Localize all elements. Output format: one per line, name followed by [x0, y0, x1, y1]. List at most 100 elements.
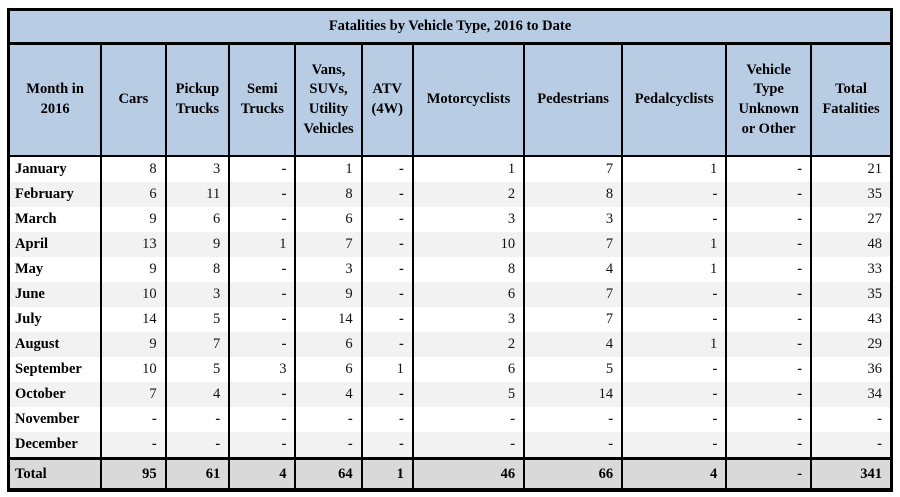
value-cell: -: [228, 307, 296, 332]
total-label-cell: Total: [8, 457, 102, 490]
value-cell: 6: [100, 182, 166, 207]
value-cell: -: [228, 207, 296, 232]
value-cell: -: [360, 156, 413, 182]
value-cell: -: [360, 257, 413, 282]
value-cell: -: [360, 232, 413, 257]
value-cell: 7: [294, 232, 362, 257]
value-cell: -: [725, 307, 812, 332]
value-cell: 4: [523, 257, 623, 282]
month-cell: April: [8, 232, 102, 257]
value-cell: -: [228, 407, 296, 432]
value-cell: -: [228, 257, 296, 282]
month-cell: November: [15, 411, 80, 427]
value-cell: 6: [294, 357, 362, 382]
value-cell: -: [411, 432, 525, 459]
value-cell: 21: [810, 156, 892, 182]
value-cell: -: [164, 432, 230, 459]
value-cell: -: [228, 382, 296, 407]
table-row: December - - - - - - - - - -: [8, 432, 892, 459]
value-cell: 3: [523, 207, 623, 232]
value-cell: -: [228, 182, 296, 207]
value-cell: 4: [294, 382, 362, 407]
col-header-cars: Cars: [100, 43, 166, 157]
table-row: April 13 9 1 7-10 7 1-48: [8, 232, 892, 257]
value-cell: 14: [523, 382, 623, 407]
value-cell: -: [360, 307, 413, 332]
value-cell: 1: [621, 232, 727, 257]
value-cell: 10: [100, 282, 166, 307]
value-cell: 8: [294, 182, 362, 207]
fatalities-table: Fatalities by Vehicle Type, 2016 to Date…: [7, 8, 893, 492]
col-header-pedestrians: Pedestrians: [523, 43, 623, 157]
table-row: August 9 7-6-2 4 1-29: [8, 332, 892, 357]
table-body: January 8 3-1-1 7 1-21 February 6 11-8-2 8- -35 Ma…: [8, 156, 892, 459]
value-cell: 7: [164, 332, 230, 357]
value-cell: -: [411, 407, 525, 432]
value-cell: 48: [810, 232, 892, 257]
value-cell: -: [523, 407, 623, 432]
value-cell: -: [360, 207, 413, 232]
value-cell: -: [621, 382, 727, 407]
col-header-atv: ATV (4W): [360, 43, 413, 157]
table-header-row: Month in 2016 Cars Pickup Trucks Semi Tr…: [8, 43, 892, 157]
table-row: October 7 4-4-5 14- -34: [8, 382, 892, 407]
month-cell: July: [15, 311, 42, 327]
value-cell: -: [621, 432, 727, 459]
table-row: July 14 5-14-3 7- -43: [9, 307, 892, 332]
value-cell: -: [725, 382, 812, 407]
value-cell: 11: [164, 182, 230, 207]
value-cell: -: [621, 182, 727, 207]
value-cell: -: [294, 407, 362, 432]
month-cell: February: [8, 182, 102, 207]
value-cell: -: [725, 332, 812, 357]
table-row: June 10 3-9-6 7- -35: [8, 282, 892, 307]
value-cell: -: [725, 156, 812, 182]
month-cell: October: [8, 382, 102, 407]
col-header-pickup-trucks: Pickup Trucks: [164, 43, 230, 157]
value-cell: 14: [294, 307, 362, 332]
value-cell: 1: [411, 156, 525, 182]
col-header-pedalcyclists: Pedalcyclists: [621, 43, 727, 157]
value-cell: 1: [294, 156, 362, 182]
value-cell: 8: [411, 257, 525, 282]
month-cell: August: [8, 332, 102, 357]
month-cell: March: [15, 211, 57, 227]
value-cell: 29: [810, 332, 892, 357]
value-cell: -: [725, 257, 812, 282]
col-header-month: Month in 2016: [8, 43, 102, 157]
table-row: September 10 5 3 6 1 6 5- -36: [9, 357, 892, 382]
value-cell: -: [294, 432, 362, 459]
table-row: January 8 3-1-1 7 1-21: [9, 156, 892, 182]
value-cell: -: [725, 282, 812, 307]
value-cell: 35: [810, 282, 892, 307]
table-row: February 6 11-8-2 8- -35: [8, 182, 892, 207]
value-cell: -: [360, 282, 413, 307]
value-cell: 36: [810, 357, 892, 382]
value-cell: 8: [164, 257, 230, 282]
value-cell: 6: [164, 207, 230, 232]
col-header-unknown-other: Vehicle Type Unknown or Other: [725, 43, 812, 157]
value-cell: 4: [164, 382, 230, 407]
value-cell: 5: [164, 357, 230, 382]
value-cell: 7: [523, 156, 623, 182]
value-cell: 7: [100, 382, 166, 407]
value-cell: 35: [810, 182, 892, 207]
value-cell: 1: [228, 232, 296, 257]
value-cell: -: [725, 207, 812, 232]
month-cell: May: [15, 261, 44, 277]
value-cell: -: [725, 407, 812, 432]
value-cell: 33: [810, 257, 892, 282]
total-value-cell: 4: [621, 457, 727, 490]
value-cell: -: [228, 156, 296, 182]
col-header-semi-trucks: Semi Trucks: [228, 43, 296, 157]
value-cell: 34: [810, 382, 892, 407]
value-cell: 7: [523, 307, 623, 332]
value-cell: -: [725, 432, 812, 459]
value-cell: 1: [621, 156, 727, 182]
total-value-cell: 46: [411, 457, 525, 490]
value-cell: -: [360, 407, 413, 432]
value-cell: -: [621, 357, 727, 382]
value-cell: -: [725, 182, 812, 207]
total-value-cell: 1: [360, 457, 413, 490]
value-cell: 5: [411, 382, 525, 407]
